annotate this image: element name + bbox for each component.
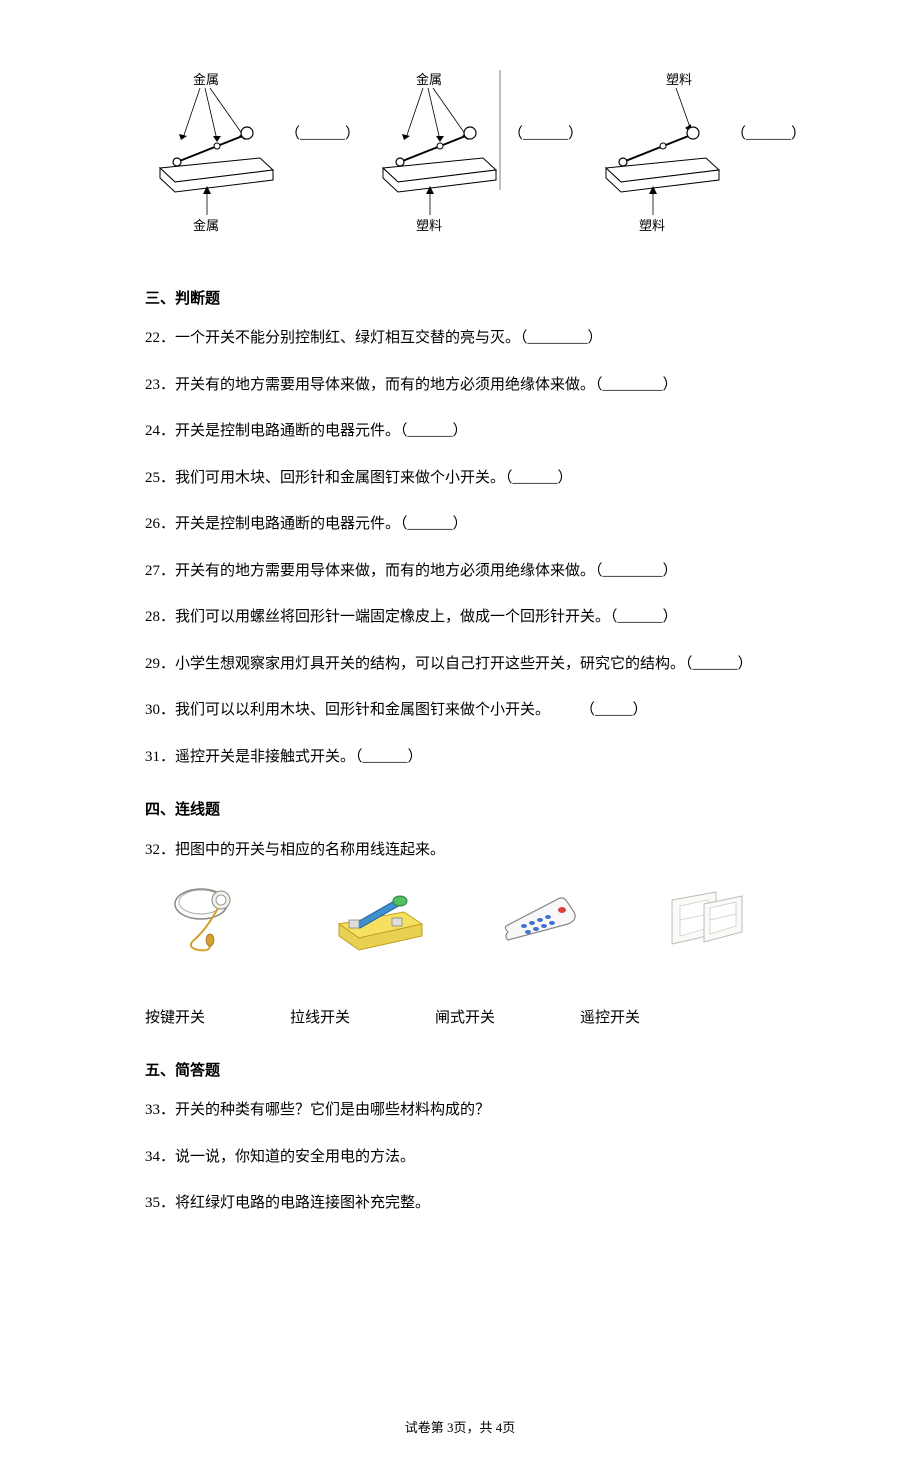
switch-svg-3: 塑料 塑料 — [591, 70, 731, 240]
question-25: 25．我们可用木块、回形针和金属图钉来做个小开关。（______） — [145, 464, 775, 493]
switch-svg-2: 金属 塑料 — [368, 70, 508, 240]
match-label-1: 按键开关 — [145, 1007, 205, 1030]
section-4-heading: 四、连线题 — [145, 799, 775, 822]
diagram-bottom-label: 塑料 — [416, 218, 442, 233]
diagram-bottom-label: 金属 — [193, 218, 219, 233]
question-32: 32．把图中的开关与相应的名称用线连起来。 — [145, 836, 775, 865]
switch-diagram-row: 金属 — [145, 70, 775, 248]
question-30: 30．我们可以以利用木块、回形针和金属图钉来做个小开关。 （_____） — [145, 696, 775, 725]
question-28: 28．我们可以用螺丝将回形针一端固定橡皮上，做成一个回形针开关。（______） — [145, 603, 775, 632]
diagram-top-label: 金属 — [193, 72, 219, 87]
diagram-blank-2: （______） — [508, 123, 583, 196]
match-label-2: 拉线开关 — [290, 1007, 350, 1030]
match-label-3: 闸式开关 — [435, 1007, 495, 1030]
question-23: 23．开关有的地方需要用导体来做，而有的地方必须用绝缘体来做。（________… — [145, 371, 775, 400]
section-3-questions: 22．一个开关不能分别控制红、绿灯相互交替的亮与灭。（________） 23．… — [145, 324, 775, 771]
match-label-4: 遥控开关 — [580, 1007, 640, 1030]
question-33: 33．开关的种类有哪些？它们是由哪些材料构成的？ — [145, 1096, 775, 1125]
diagram-bottom-label: 塑料 — [639, 218, 665, 233]
question-26: 26．开关是控制电路通断的电器元件。（______） — [145, 510, 775, 539]
diagram-blank-1: （______） — [285, 123, 360, 196]
section-3-heading: 三、判断题 — [145, 288, 775, 311]
page: 金属 — [0, 0, 920, 1477]
match-images-row — [145, 882, 775, 957]
question-29: 29．小学生想观察家用灯具开关的结构，可以自己打开这些开关，研究它的结构。（__… — [145, 650, 775, 679]
question-27: 27．开关有的地方需要用导体来做，而有的地方必须用绝缘体来做。（________… — [145, 557, 775, 586]
switch-diagram-3: 塑料 塑料 （______） — [591, 70, 806, 248]
question-35: 35．将红绿灯电路的电路连接图补充完整。 — [145, 1189, 775, 1218]
page-footer: 试卷第 3页，共 4页 — [145, 1418, 775, 1438]
match-image-remote — [470, 882, 613, 957]
question-31: 31．遥控开关是非接触式开关。（______） — [145, 743, 775, 772]
match-image-pullstring — [145, 882, 288, 957]
question-34: 34．说一说，你知道的安全用电的方法。 — [145, 1143, 775, 1172]
match-image-wallbutton — [633, 882, 776, 957]
switch-svg-1: 金属 — [145, 70, 285, 240]
switch-diagram-2: 金属 塑料 — [368, 70, 583, 248]
question-22: 22．一个开关不能分别控制红、绿灯相互交替的亮与灭。（________） — [145, 324, 775, 353]
diagram-top-label: 金属 — [416, 72, 442, 87]
diagram-blank-3: （______） — [731, 123, 806, 196]
question-24: 24．开关是控制电路通断的电器元件。（______） — [145, 417, 775, 446]
switch-diagram-1: 金属 — [145, 70, 360, 248]
section-5-heading: 五、简答题 — [145, 1060, 775, 1083]
match-image-knife — [308, 882, 451, 957]
diagram-top-label: 塑料 — [666, 72, 692, 87]
match-labels-row: 按键开关 拉线开关 闸式开关 遥控开关 — [145, 1007, 775, 1030]
